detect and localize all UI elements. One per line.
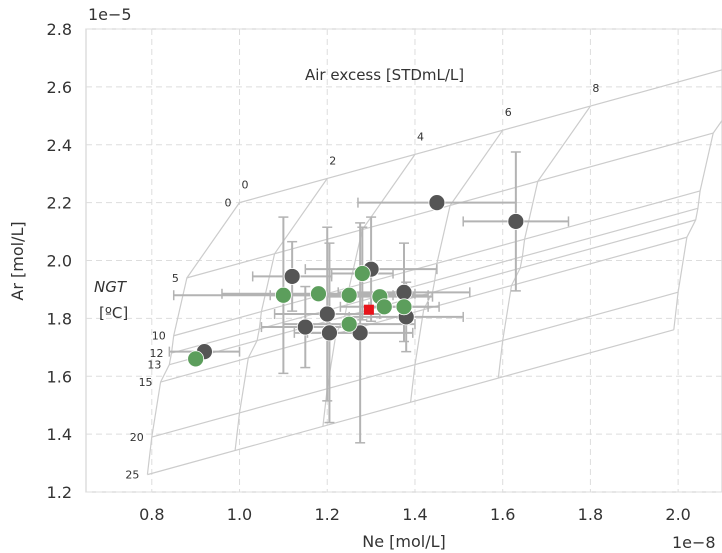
- x-tick-label: 1.0: [227, 505, 252, 524]
- data-point: [296, 318, 314, 336]
- tick-labels: 0.8 1.0 1.2 1.4 1.6 1.8 2.0 1.2 1.4 1.6 1.8 2.0 2.2 2…: [47, 20, 691, 524]
- data-point: [428, 194, 446, 212]
- ngt-label: 20: [130, 431, 144, 444]
- ngt-label: 15: [139, 376, 153, 389]
- x-tick-label: 2.0: [665, 505, 690, 524]
- air-excess-title: Air excess [STDmL/L]: [305, 66, 464, 84]
- data-points: [187, 194, 525, 368]
- x-tick-label: 1.4: [402, 505, 427, 524]
- air-excess-line: [410, 129, 504, 403]
- ngt-label: 13: [147, 359, 161, 372]
- y-tick-label: 1.4: [47, 425, 72, 444]
- y-tick-label: 2.6: [47, 78, 72, 97]
- ngt-title: NGT: [94, 278, 128, 296]
- x-tick-label: 1.6: [490, 505, 515, 524]
- ngt-label: 0: [225, 197, 232, 210]
- ngt-label: 10: [152, 330, 166, 343]
- data-point: [310, 285, 327, 303]
- air-excess-line: [146, 202, 240, 475]
- x-multiplier: 1e−8: [672, 533, 716, 552]
- y-tick-label: 2.2: [47, 194, 72, 213]
- ngt-unit: [ºC]: [99, 304, 128, 322]
- x-tick-label: 1.2: [315, 505, 340, 524]
- y-axis-label: Ar [mol/L]: [8, 221, 27, 300]
- y-tick-label: 1.8: [47, 309, 72, 328]
- data-point: [353, 265, 371, 282]
- data-point-square: [363, 304, 374, 315]
- data-point: [395, 298, 413, 316]
- ngt-label: 12: [150, 347, 164, 360]
- data-point: [318, 305, 336, 323]
- air-excess-line: [673, 119, 722, 330]
- data-point: [340, 286, 358, 304]
- air-excess-label: 8: [592, 82, 599, 95]
- y-multiplier: 1e−5: [88, 5, 132, 24]
- air-excess-line: [497, 105, 591, 379]
- air-excess-label: 2: [329, 154, 336, 167]
- y-tick-label: 1.6: [47, 367, 72, 386]
- data-point: [340, 315, 358, 333]
- data-point: [321, 324, 338, 342]
- x-tick-label: 0.8: [139, 505, 164, 524]
- data-point: [375, 298, 393, 316]
- ngt-line: [147, 329, 674, 476]
- ngt-label: 5: [172, 272, 179, 285]
- data-point: [283, 268, 301, 285]
- ngt-label: 25: [125, 469, 139, 482]
- air-excess-label: 0: [242, 179, 249, 192]
- data-point: [395, 283, 413, 301]
- x-axis-label: Ne [mol/L]: [362, 532, 446, 551]
- air-excess-label: 6: [505, 106, 512, 119]
- data-point: [274, 286, 292, 304]
- y-tick-label: 2.8: [47, 20, 72, 39]
- y-tick-label: 1.2: [47, 483, 72, 502]
- air-excess-line: [234, 178, 328, 451]
- y-tick-label: 2.0: [47, 252, 72, 271]
- x-tick-label: 1.8: [578, 505, 603, 524]
- air-excess-label: 4: [417, 130, 424, 143]
- data-point: [507, 213, 525, 230]
- data-point: [187, 350, 205, 368]
- y-tick-label: 2.4: [47, 136, 72, 155]
- ngt-air-grid: 051012131520250246812: [125, 69, 722, 482]
